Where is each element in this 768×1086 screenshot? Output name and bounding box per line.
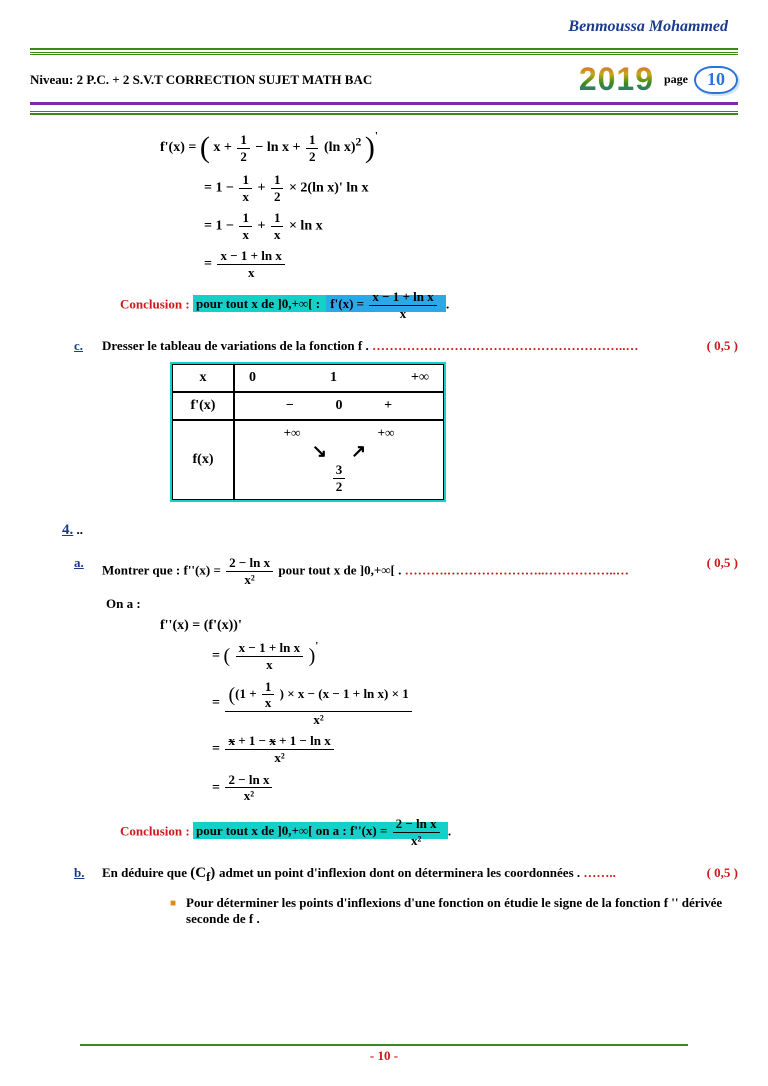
footer-rule xyxy=(80,1044,688,1046)
variation-table: x 0 1 +∞ f'(x) − 0 + xyxy=(170,362,446,502)
derivation-2: f''(x) = (f'(x))' = ( x − 1 + ln xx )' =… xyxy=(160,618,738,804)
green-rule-2 xyxy=(30,113,738,115)
derivation-1: f'(x) = ( x + 12 − ln x + 12 (ln x)2 )' … xyxy=(160,130,738,281)
page-label: page xyxy=(664,72,688,87)
thin-rule-1 xyxy=(30,111,738,112)
footer-page-num: - 10 - xyxy=(0,1048,768,1064)
header-row: Niveau: 2 P.C. + 2 S.V.T CORRECTION SUJE… xyxy=(30,57,738,100)
purple-rule xyxy=(30,102,738,105)
points-b: ( 0,5 ) xyxy=(707,865,738,881)
conclusion-2: Conclusion : pour tout x de ]0,+∞[ on a … xyxy=(120,816,738,849)
points-a: ( 0,5 ) xyxy=(707,555,738,571)
on-a-label: On a : xyxy=(106,596,738,612)
item-a-row: a. Montrer que : f''(x) = 2 − ln xx² pou… xyxy=(40,555,738,588)
item-b-row: b. En déduire que (Cf) admet un point d'… xyxy=(40,865,738,885)
points-c: ( 0,5 ) xyxy=(707,338,738,354)
item-4-row: 4. .. xyxy=(40,522,738,539)
item-c-row: c. Dresser le tableau de variations de l… xyxy=(40,338,738,354)
bullet-icon: ■ xyxy=(170,898,176,927)
sub-bullet-b: ■ Pour déterminer les points d'inflexion… xyxy=(170,895,738,927)
top-rule-group xyxy=(30,48,738,55)
item-b-letter: b. xyxy=(74,865,94,881)
year-badge: 2019 xyxy=(579,61,654,98)
doc-title: Niveau: 2 P.C. + 2 S.V.T CORRECTION SUJE… xyxy=(30,72,372,88)
conclusion-1: Conclusion : pour tout x de ]0,+∞[ : f'(… xyxy=(120,289,738,322)
page-number-badge: 10 xyxy=(694,66,738,94)
item-a-letter: a. xyxy=(74,555,94,571)
author-name: Benmoussa Mohammed xyxy=(568,18,728,36)
item-c-letter: c. xyxy=(74,338,94,354)
